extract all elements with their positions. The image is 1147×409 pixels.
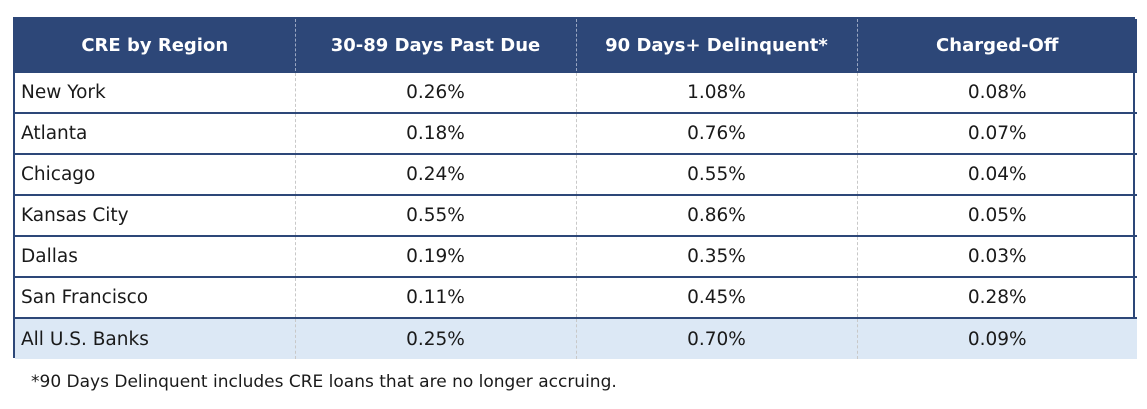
table-row: Chicago 0.24% 0.55% 0.04%: [15, 153, 1137, 195]
delinquent-cell: 0.55%: [575, 153, 857, 195]
charged-off-cell: 0.03%: [856, 235, 1137, 277]
column-header-delinquent-90: 90 Days+ Delinquent*: [575, 19, 857, 72]
delinquent-cell: 0.86%: [575, 194, 857, 236]
region-cell: Kansas City: [15, 194, 295, 236]
table-row: San Francisco 0.11% 0.45% 0.28%: [15, 276, 1137, 318]
region-cell: Chicago: [15, 153, 295, 195]
column-header-region: CRE by Region: [81, 34, 229, 56]
delinquent-cell: 1.08%: [575, 71, 857, 113]
delinquent-cell: 0.76%: [575, 112, 857, 154]
past-due-cell: 0.24%: [294, 153, 576, 195]
column-header-charged-off: Charged-Off: [856, 19, 1137, 72]
charged-off-cell: 0.08%: [856, 71, 1137, 113]
past-due-cell: 0.25%: [294, 317, 576, 359]
table-footnote: *90 Days Delinquent includes CRE loans t…: [31, 372, 617, 392]
delinquent-cell: 0.70%: [575, 317, 857, 359]
table-row: Atlanta 0.18% 0.76% 0.07%: [15, 112, 1137, 154]
charged-off-cell: 0.05%: [856, 194, 1137, 236]
past-due-cell: 0.55%: [294, 194, 576, 236]
charged-off-cell: 0.04%: [856, 153, 1137, 195]
past-due-cell: 0.18%: [294, 112, 576, 154]
region-cell: Atlanta: [15, 112, 295, 154]
charged-off-cell: 0.28%: [856, 276, 1137, 318]
region-cell: New York: [15, 71, 295, 113]
region-cell: San Francisco: [15, 276, 295, 318]
cre-delinquency-table-container: CRE by Region 30-89 Days Past Due 90 Day…: [13, 17, 1137, 359]
charged-off-cell: 0.09%: [856, 317, 1137, 359]
region-cell: All U.S. Banks: [15, 317, 295, 359]
table-header-row: CRE by Region 30-89 Days Past Due 90 Day…: [15, 19, 1137, 72]
delinquent-cell: 0.45%: [575, 276, 857, 318]
cre-delinquency-table: CRE by Region 30-89 Days Past Due 90 Day…: [15, 19, 1137, 359]
column-header-past-due-30-89: 30-89 Days Past Due: [294, 19, 576, 72]
past-due-cell: 0.11%: [294, 276, 576, 318]
table-row-total: All U.S. Banks 0.25% 0.70% 0.09%: [15, 317, 1137, 359]
table-row: Dallas 0.19% 0.35% 0.03%: [15, 235, 1137, 277]
region-cell: Dallas: [15, 235, 295, 277]
table-row: Kansas City 0.55% 0.86% 0.05%: [15, 194, 1137, 236]
charged-off-cell: 0.07%: [856, 112, 1137, 154]
past-due-cell: 0.26%: [294, 71, 576, 113]
delinquent-cell: 0.35%: [575, 235, 857, 277]
past-due-cell: 0.19%: [294, 235, 576, 277]
table-row: New York 0.26% 1.08% 0.08%: [15, 71, 1137, 113]
